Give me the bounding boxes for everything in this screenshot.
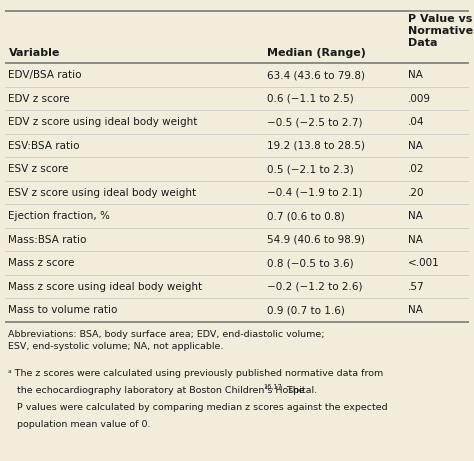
Text: 16,17: 16,17 (263, 384, 282, 390)
Text: 0.7 (0.6 to 0.8): 0.7 (0.6 to 0.8) (267, 211, 345, 221)
Text: population mean value of 0.: population mean value of 0. (9, 420, 151, 429)
Text: the echocardiography laboratory at Boston Children’s Hospital.: the echocardiography laboratory at Bosto… (9, 386, 318, 395)
Text: EDV z score using ideal body weight: EDV z score using ideal body weight (9, 117, 198, 127)
Text: 0.5 (−2.1 to 2.3): 0.5 (−2.1 to 2.3) (267, 164, 354, 174)
Text: NA: NA (408, 305, 423, 315)
Text: P values were calculated by comparing median z scores against the expected: P values were calculated by comparing me… (9, 403, 388, 412)
Text: NA: NA (408, 70, 423, 80)
Text: Mass z score: Mass z score (9, 258, 75, 268)
Text: .04: .04 (408, 117, 424, 127)
Text: Mass:BSA ratio: Mass:BSA ratio (9, 235, 87, 244)
Text: 0.6 (−1.1 to 2.5): 0.6 (−1.1 to 2.5) (267, 94, 354, 104)
Text: Median (Range): Median (Range) (267, 48, 366, 58)
Text: 63.4 (43.6 to 79.8): 63.4 (43.6 to 79.8) (267, 70, 365, 80)
Text: Mass z score using ideal body weight: Mass z score using ideal body weight (9, 282, 202, 291)
Text: Abbreviations: BSA, body surface area; EDV, end-diastolic volume;
ESV, end-systo: Abbreviations: BSA, body surface area; E… (9, 330, 325, 351)
Text: Ejection fraction, %: Ejection fraction, % (9, 211, 110, 221)
Text: Variable: Variable (9, 48, 60, 58)
Text: ESV z score using ideal body weight: ESV z score using ideal body weight (9, 188, 197, 198)
Text: Mass to volume ratio: Mass to volume ratio (9, 305, 118, 315)
Text: The: The (284, 386, 304, 395)
Text: ᵃ The z scores were calculated using previously published normative data from: ᵃ The z scores were calculated using pre… (9, 369, 384, 378)
Text: ESV:BSA ratio: ESV:BSA ratio (9, 141, 80, 151)
Text: .02: .02 (408, 164, 424, 174)
Text: NA: NA (408, 211, 423, 221)
Text: 54.9 (40.6 to 98.9): 54.9 (40.6 to 98.9) (267, 235, 365, 244)
Text: 19.2 (13.8 to 28.5): 19.2 (13.8 to 28.5) (267, 141, 365, 151)
Text: EDV/BSA ratio: EDV/BSA ratio (9, 70, 82, 80)
Text: −0.2 (−1.2 to 2.6): −0.2 (−1.2 to 2.6) (267, 282, 363, 291)
Text: 0.8 (−0.5 to 3.6): 0.8 (−0.5 to 3.6) (267, 258, 354, 268)
Text: −0.5 (−2.5 to 2.7): −0.5 (−2.5 to 2.7) (267, 117, 363, 127)
Text: <.001: <.001 (408, 258, 440, 268)
Text: .20: .20 (408, 188, 424, 198)
Text: 0.9 (0.7 to 1.6): 0.9 (0.7 to 1.6) (267, 305, 345, 315)
Text: .57: .57 (408, 282, 425, 291)
Text: NA: NA (408, 141, 423, 151)
Text: −0.4 (−1.9 to 2.1): −0.4 (−1.9 to 2.1) (267, 188, 363, 198)
Text: ESV z score: ESV z score (9, 164, 69, 174)
Text: .009: .009 (408, 94, 431, 104)
Text: EDV z score: EDV z score (9, 94, 70, 104)
Text: NA: NA (408, 235, 423, 244)
Text: P Value vs
Normative
Data: P Value vs Normative Data (408, 14, 473, 48)
